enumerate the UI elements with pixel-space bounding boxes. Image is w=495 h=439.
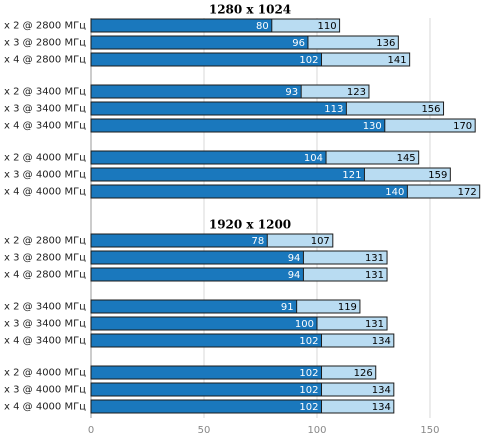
x-tick-label: 50 <box>198 425 211 436</box>
category-label: x 2 @ 4000 МГц <box>4 153 86 164</box>
bar <box>90 118 386 133</box>
value-label: 134 <box>372 385 391 396</box>
bar <box>90 233 268 248</box>
value-label: 145 <box>397 153 416 164</box>
value-label: 113 <box>324 104 343 115</box>
value-label: 123 <box>347 87 366 98</box>
category-label: x 2 @ 3400 МГц <box>4 302 86 313</box>
value-label: 136 <box>376 38 395 49</box>
value-label: 78 <box>252 236 265 247</box>
bar <box>90 299 298 314</box>
bar <box>90 333 323 348</box>
value-label: 159 <box>428 170 447 181</box>
value-label: 134 <box>372 402 391 413</box>
value-label: 94 <box>288 270 301 281</box>
value-label: 121 <box>342 170 361 181</box>
bar <box>90 52 323 67</box>
value-label: 96 <box>292 38 305 49</box>
bar <box>90 365 323 380</box>
value-label: 93 <box>285 87 298 98</box>
category-label: x 3 @ 3400 МГц <box>4 319 86 330</box>
category-label: x 4 @ 4000 МГц <box>4 187 86 198</box>
value-label: 104 <box>304 153 323 164</box>
bar <box>90 316 318 331</box>
value-label: 141 <box>388 55 407 66</box>
category-label: x 2 @ 2800 МГц <box>4 236 86 247</box>
bar <box>90 150 327 165</box>
bar <box>90 250 304 265</box>
value-label: 130 <box>363 121 382 132</box>
category-label: x 2 @ 3400 МГц <box>4 87 86 98</box>
bar <box>90 101 347 116</box>
bar <box>90 84 302 99</box>
bar <box>90 18 273 33</box>
category-label: x 4 @ 2800 МГц <box>4 270 86 281</box>
value-label: 80 <box>256 21 269 32</box>
value-label: 119 <box>338 302 357 313</box>
category-label: x 2 @ 2800 МГц <box>4 21 86 32</box>
value-label: 126 <box>354 368 373 379</box>
bar <box>90 167 365 182</box>
value-label: 131 <box>365 270 384 281</box>
category-label: x 3 @ 4000 МГц <box>4 385 86 396</box>
category-label: x 4 @ 3400 МГц <box>4 336 86 347</box>
panel-title: 1280 x 1024 <box>209 3 291 17</box>
panel-title: 1920 x 1200 <box>209 218 291 232</box>
category-label: x 3 @ 2800 МГц <box>4 253 86 264</box>
bar <box>90 184 408 199</box>
value-label: 140 <box>385 187 404 198</box>
value-label: 170 <box>453 121 472 132</box>
category-label: x 4 @ 4000 МГц <box>4 402 86 413</box>
x-tick-label: 0 <box>88 425 94 436</box>
category-label: x 2 @ 4000 МГц <box>4 368 86 379</box>
value-label: 134 <box>372 336 391 347</box>
category-label: x 3 @ 4000 МГц <box>4 170 86 181</box>
value-label: 131 <box>365 253 384 264</box>
category-label: x 3 @ 2800 МГц <box>4 38 86 49</box>
value-label: 91 <box>281 302 294 313</box>
value-label: 107 <box>311 236 330 247</box>
value-label: 110 <box>317 21 336 32</box>
category-label: x 4 @ 3400 МГц <box>4 121 86 132</box>
category-label: x 3 @ 3400 МГц <box>4 104 86 115</box>
value-label: 94 <box>288 253 301 264</box>
value-label: 100 <box>295 319 314 330</box>
value-label: 102 <box>299 368 318 379</box>
value-label: 102 <box>299 402 318 413</box>
x-tick-label: 100 <box>307 425 326 436</box>
value-label: 102 <box>299 385 318 396</box>
bar <box>90 267 304 282</box>
value-label: 131 <box>365 319 384 330</box>
bar <box>90 382 323 397</box>
value-label: 102 <box>299 336 318 347</box>
category-label: x 4 @ 2800 МГц <box>4 55 86 66</box>
value-label: 172 <box>458 187 477 198</box>
bar <box>90 35 309 50</box>
value-label: 102 <box>299 55 318 66</box>
bar <box>90 399 323 414</box>
x-tick-label: 150 <box>420 425 439 436</box>
value-label: 156 <box>421 104 440 115</box>
